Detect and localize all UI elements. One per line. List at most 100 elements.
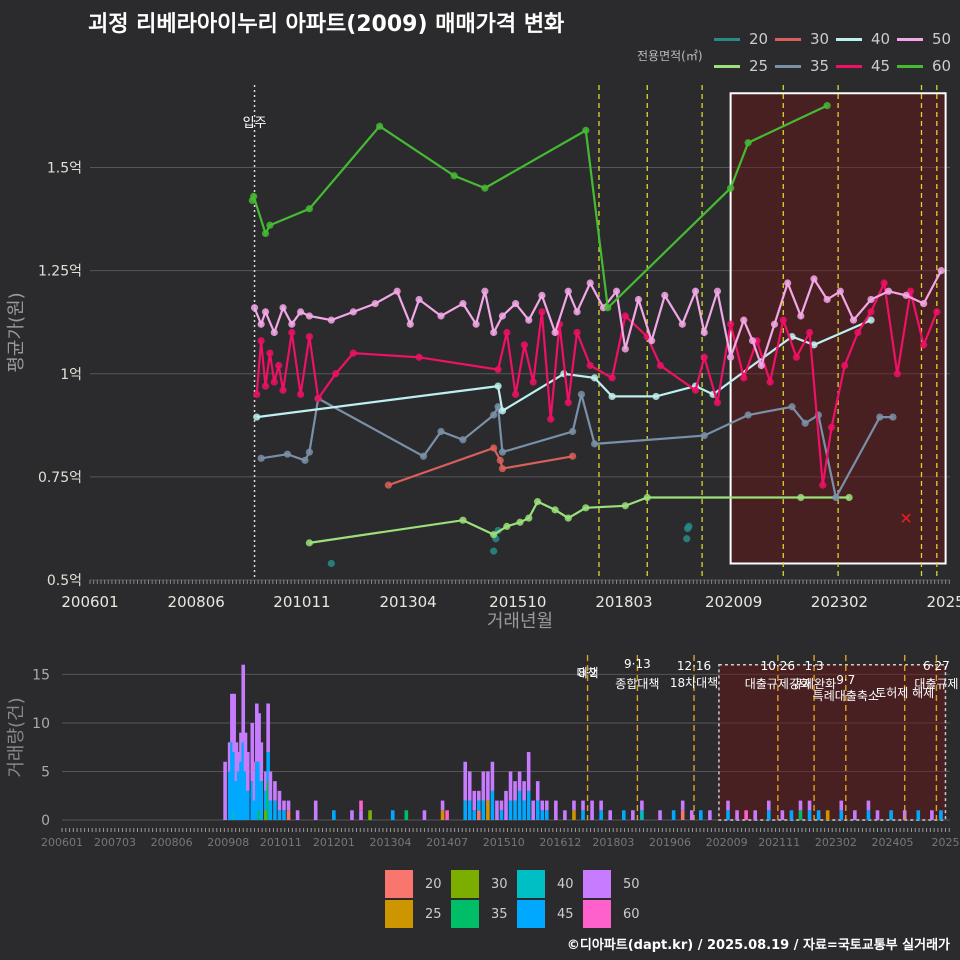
- x-tick-label: 2025: [927, 593, 960, 611]
- volume-bar-45: [477, 800, 481, 811]
- data-point: [590, 374, 599, 382]
- legend-item-30: 30: [451, 870, 508, 898]
- x2-tick-label: 201612: [539, 836, 581, 849]
- legend-label: 35: [810, 57, 830, 75]
- volume-bar-45: [481, 800, 486, 820]
- data-point: [823, 295, 831, 304]
- volume-bar-50: [535, 781, 540, 801]
- data-point: [784, 279, 792, 287]
- data-point: [564, 514, 572, 522]
- volume-bar-50: [599, 800, 603, 811]
- data-point: [384, 481, 392, 489]
- data-point: [529, 378, 537, 386]
- data-point: [727, 184, 735, 192]
- volume-bar-45: [490, 790, 495, 820]
- data-point: [586, 279, 594, 287]
- data-point: [819, 481, 827, 489]
- data-point: [288, 328, 296, 337]
- x-tick-label: 202009: [705, 593, 762, 611]
- data-point: [437, 427, 445, 436]
- volume-bar-50: [708, 810, 712, 820]
- volume-bar-45: [916, 810, 921, 820]
- volume-bar-60: [252, 761, 257, 772]
- volume-bar-45: [766, 810, 771, 820]
- volume-bar-50: [517, 771, 522, 791]
- legend-swatch: [714, 37, 740, 41]
- data-point: [525, 514, 533, 522]
- volume-bar-45: [257, 761, 261, 811]
- series-line-35: [260, 394, 893, 501]
- x-tick-label: 201304: [379, 593, 436, 611]
- data-point: [490, 411, 498, 419]
- data-point: [827, 423, 836, 431]
- legend-item-35: 35: [451, 900, 508, 928]
- volume-bar-45: [390, 810, 395, 820]
- x-tick-label: 200601: [61, 593, 118, 611]
- data-point: [854, 328, 862, 337]
- data-point: [538, 291, 546, 299]
- volume-bar-50: [236, 752, 241, 772]
- data-point: [691, 386, 700, 394]
- volume-bar-50: [753, 810, 757, 820]
- policy-event-date: 6·27: [923, 659, 950, 673]
- volume-bar-45: [236, 771, 241, 820]
- data-point: [253, 413, 261, 421]
- legend-label: 45: [871, 57, 891, 75]
- volume-bar-40: [232, 810, 236, 820]
- policy-event-name: 종합대책: [615, 676, 659, 691]
- series-40: [253, 316, 875, 421]
- data-point: [261, 382, 270, 390]
- legend-item-60: 60: [583, 900, 640, 928]
- data-point: [512, 300, 520, 308]
- volume-bar-50: [839, 800, 844, 811]
- policy-event-date: 10·26: [761, 659, 795, 673]
- x2-tick-label: 2025: [931, 836, 959, 849]
- volume-bar-50: [930, 810, 934, 820]
- data-point: [250, 304, 259, 312]
- data-point: [867, 308, 875, 316]
- volume-bar-45: [522, 800, 526, 820]
- policy-event-name: 대출규제강화: [745, 677, 811, 691]
- legend-item-40: 40: [836, 30, 890, 48]
- legend-item-40: 40: [517, 870, 574, 898]
- volume-bar-20: [680, 810, 685, 820]
- legend-label: 35: [491, 906, 508, 922]
- data-point: [266, 221, 274, 229]
- volume-bar-50: [875, 810, 880, 820]
- volume-bar-45: [807, 810, 812, 820]
- data-point: [305, 205, 313, 213]
- volume-bar-30: [368, 810, 372, 820]
- data-point: [797, 493, 805, 502]
- data-point: [314, 394, 322, 403]
- volume-bar-50: [508, 771, 513, 801]
- data-point: [920, 341, 928, 349]
- legend-swatch: [775, 64, 801, 68]
- data-point: [573, 308, 581, 316]
- highlight-region-volume: [718, 663, 947, 821]
- y-tick-label: 0.75억: [38, 470, 82, 486]
- data-point: [685, 522, 693, 530]
- legend-label: 30: [491, 876, 508, 892]
- legend-swatch: [517, 900, 545, 928]
- volume-bar-50: [853, 810, 857, 820]
- x2-tick-label: 200806: [151, 836, 193, 849]
- volume-bar-50: [563, 810, 567, 820]
- legend-item-20: 20: [385, 870, 442, 898]
- data-point: [538, 308, 546, 316]
- volume-bar-50: [689, 810, 694, 820]
- data-point: [604, 304, 612, 312]
- volume-bar-50: [232, 693, 236, 753]
- volume-bar-45: [255, 761, 259, 820]
- volume-bar-50: [422, 810, 427, 820]
- volume-bar-45: [250, 781, 255, 820]
- volume-bar-50: [255, 703, 259, 762]
- volume-bar-45: [866, 810, 871, 820]
- legend-label: 40: [557, 876, 574, 892]
- volume-bar-50: [526, 752, 531, 791]
- data-point: [257, 454, 265, 462]
- data-point: [547, 415, 555, 423]
- data-point: [332, 370, 340, 378]
- volume-bar-50: [540, 800, 545, 811]
- volume-bar-25: [825, 810, 830, 820]
- volume-bar-45: [252, 800, 257, 820]
